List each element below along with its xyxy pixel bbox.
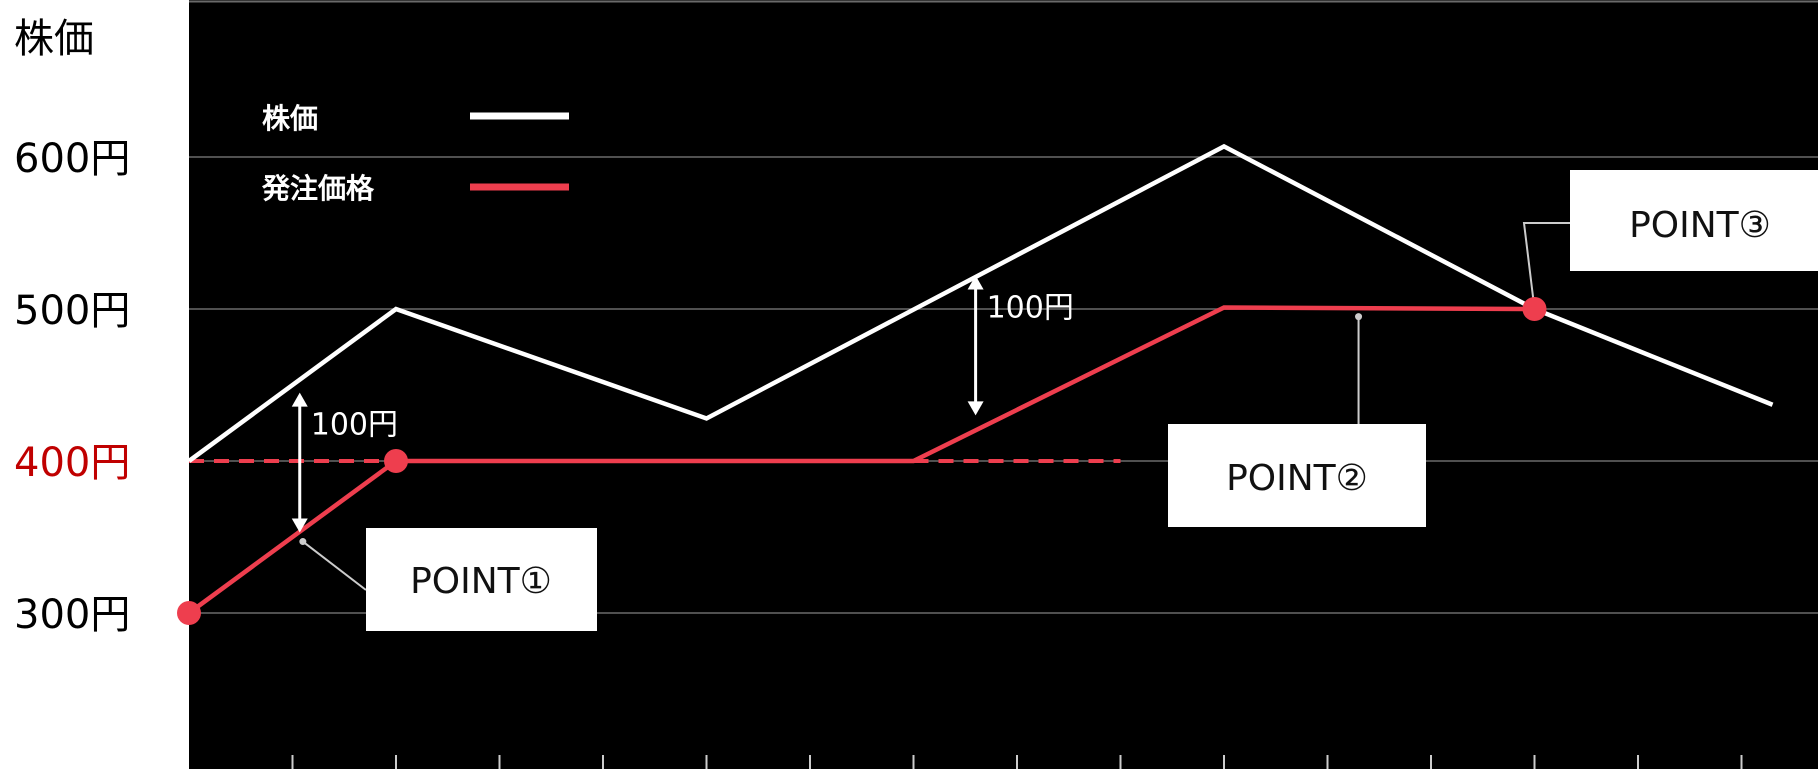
gap-label: 100円 <box>987 291 1074 326</box>
callout-leader-1 <box>302 540 367 591</box>
callout-box-1 <box>366 528 597 631</box>
series-line-stock <box>187 143 1774 463</box>
gap-arrow-head-down <box>967 401 984 416</box>
gap-annotations: 100円 100円 <box>291 275 1074 533</box>
callout-anchor-dot-1 <box>299 538 307 546</box>
gap-label: 100円 <box>311 408 398 443</box>
callout-label-1: POINT① <box>410 561 552 602</box>
callout-box-2 <box>1168 424 1426 527</box>
plot-background <box>189 0 1818 769</box>
callout-point-1: POINT① <box>366 528 597 631</box>
gap-arrow-head-down <box>291 518 308 533</box>
y-tick-label: 400円 <box>14 440 130 486</box>
callout-label-2: POINT② <box>1226 458 1368 499</box>
callout-point-2: POINT② <box>1168 424 1426 527</box>
series-marker <box>177 601 201 625</box>
callout-point-3: POINT③ <box>1570 170 1818 271</box>
series-marker <box>1522 297 1547 321</box>
callout-box-3 <box>1570 170 1818 271</box>
markers <box>177 297 1547 625</box>
y-tick-label: 500円 <box>14 288 130 334</box>
y-tick-labels: 600円 500円 400円 300円 <box>14 136 130 638</box>
y-axis-label: 株価 <box>14 16 94 62</box>
legend-label-order: 発注価格 <box>261 172 375 205</box>
callout-label-3: POINT③ <box>1629 205 1771 246</box>
legend-label-stock: 株価 <box>262 102 318 135</box>
callout-anchor-dot-2 <box>1355 313 1363 321</box>
y-tick-label: 300円 <box>14 592 130 638</box>
x-ticks <box>291 755 1743 769</box>
series-line-order <box>187 305 1535 615</box>
callout-leader-3 <box>1522 222 1570 310</box>
gap-arrow-head-up <box>967 275 984 290</box>
series-marker <box>384 449 408 473</box>
series-lines <box>187 143 1774 615</box>
legend: 株価 発注価格 <box>261 102 569 205</box>
callout-leaders <box>299 222 1570 591</box>
gap-arrow-head-up <box>291 392 308 407</box>
y-tick-label: 600円 <box>14 136 130 182</box>
